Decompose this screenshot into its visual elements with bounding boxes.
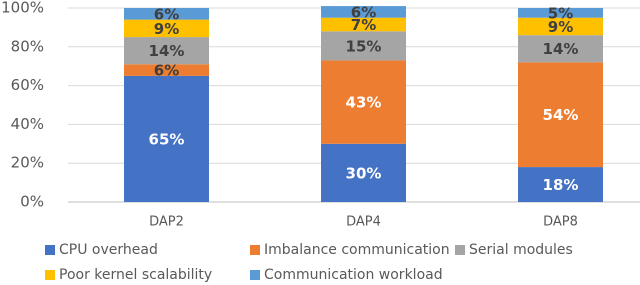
bar-segment: [321, 31, 406, 61]
bar-segment: [518, 35, 603, 63]
bar-segment: [321, 6, 406, 18]
y-tick-label: 20%: [11, 154, 44, 172]
value-label: 9%: [154, 20, 179, 38]
x-tick-label: DAP8: [543, 215, 578, 230]
y-tick-label: 60%: [11, 76, 44, 94]
bar-segment: [124, 19, 209, 38]
value-label: 14%: [543, 40, 579, 58]
legend-swatch: [45, 270, 55, 280]
bar-segment: [518, 8, 603, 18]
value-label: 30%: [346, 164, 382, 182]
legend-swatch: [250, 245, 260, 255]
value-label: 9%: [548, 18, 573, 36]
legend-swatch: [455, 245, 465, 255]
bar-segment: [124, 37, 209, 65]
value-label: 6%: [154, 5, 179, 23]
value-label: 7%: [351, 16, 376, 34]
value-label: 6%: [154, 62, 179, 80]
legend-label: Imbalance communication: [264, 242, 450, 258]
y-tick-label: 40%: [11, 115, 44, 133]
value-label: 5%: [548, 4, 573, 22]
legend-label: Communication workload: [264, 267, 443, 283]
value-label: 18%: [543, 176, 579, 194]
bar-segment: [518, 62, 603, 168]
value-label: 15%: [346, 37, 382, 55]
y-tick-label: 100%: [1, 0, 44, 17]
value-label: 43%: [346, 94, 382, 112]
bar-segment: [321, 143, 406, 202]
bar-segment: [124, 75, 209, 202]
bar-segment: [518, 167, 603, 202]
bar-segment: [321, 17, 406, 32]
bar-segment: [321, 60, 406, 144]
y-tick-label: 80%: [11, 37, 44, 55]
bar-segment: [124, 64, 209, 76]
value-label: 65%: [149, 130, 185, 148]
legend-swatch: [45, 245, 55, 255]
x-tick-label: DAP2: [149, 215, 184, 230]
bar-segment: [124, 8, 209, 20]
y-tick-label: 0%: [20, 193, 44, 211]
legend-swatch: [250, 270, 260, 280]
x-tick-label: DAP4: [346, 215, 381, 230]
legend-label: Poor kernel scalability: [59, 267, 212, 283]
legend-label: Serial modules: [469, 242, 573, 258]
legend-label: CPU overhead: [59, 242, 158, 258]
value-label: 6%: [351, 3, 376, 21]
bar-segment: [518, 17, 603, 36]
value-label: 14%: [149, 42, 185, 60]
value-label: 54%: [543, 106, 579, 124]
